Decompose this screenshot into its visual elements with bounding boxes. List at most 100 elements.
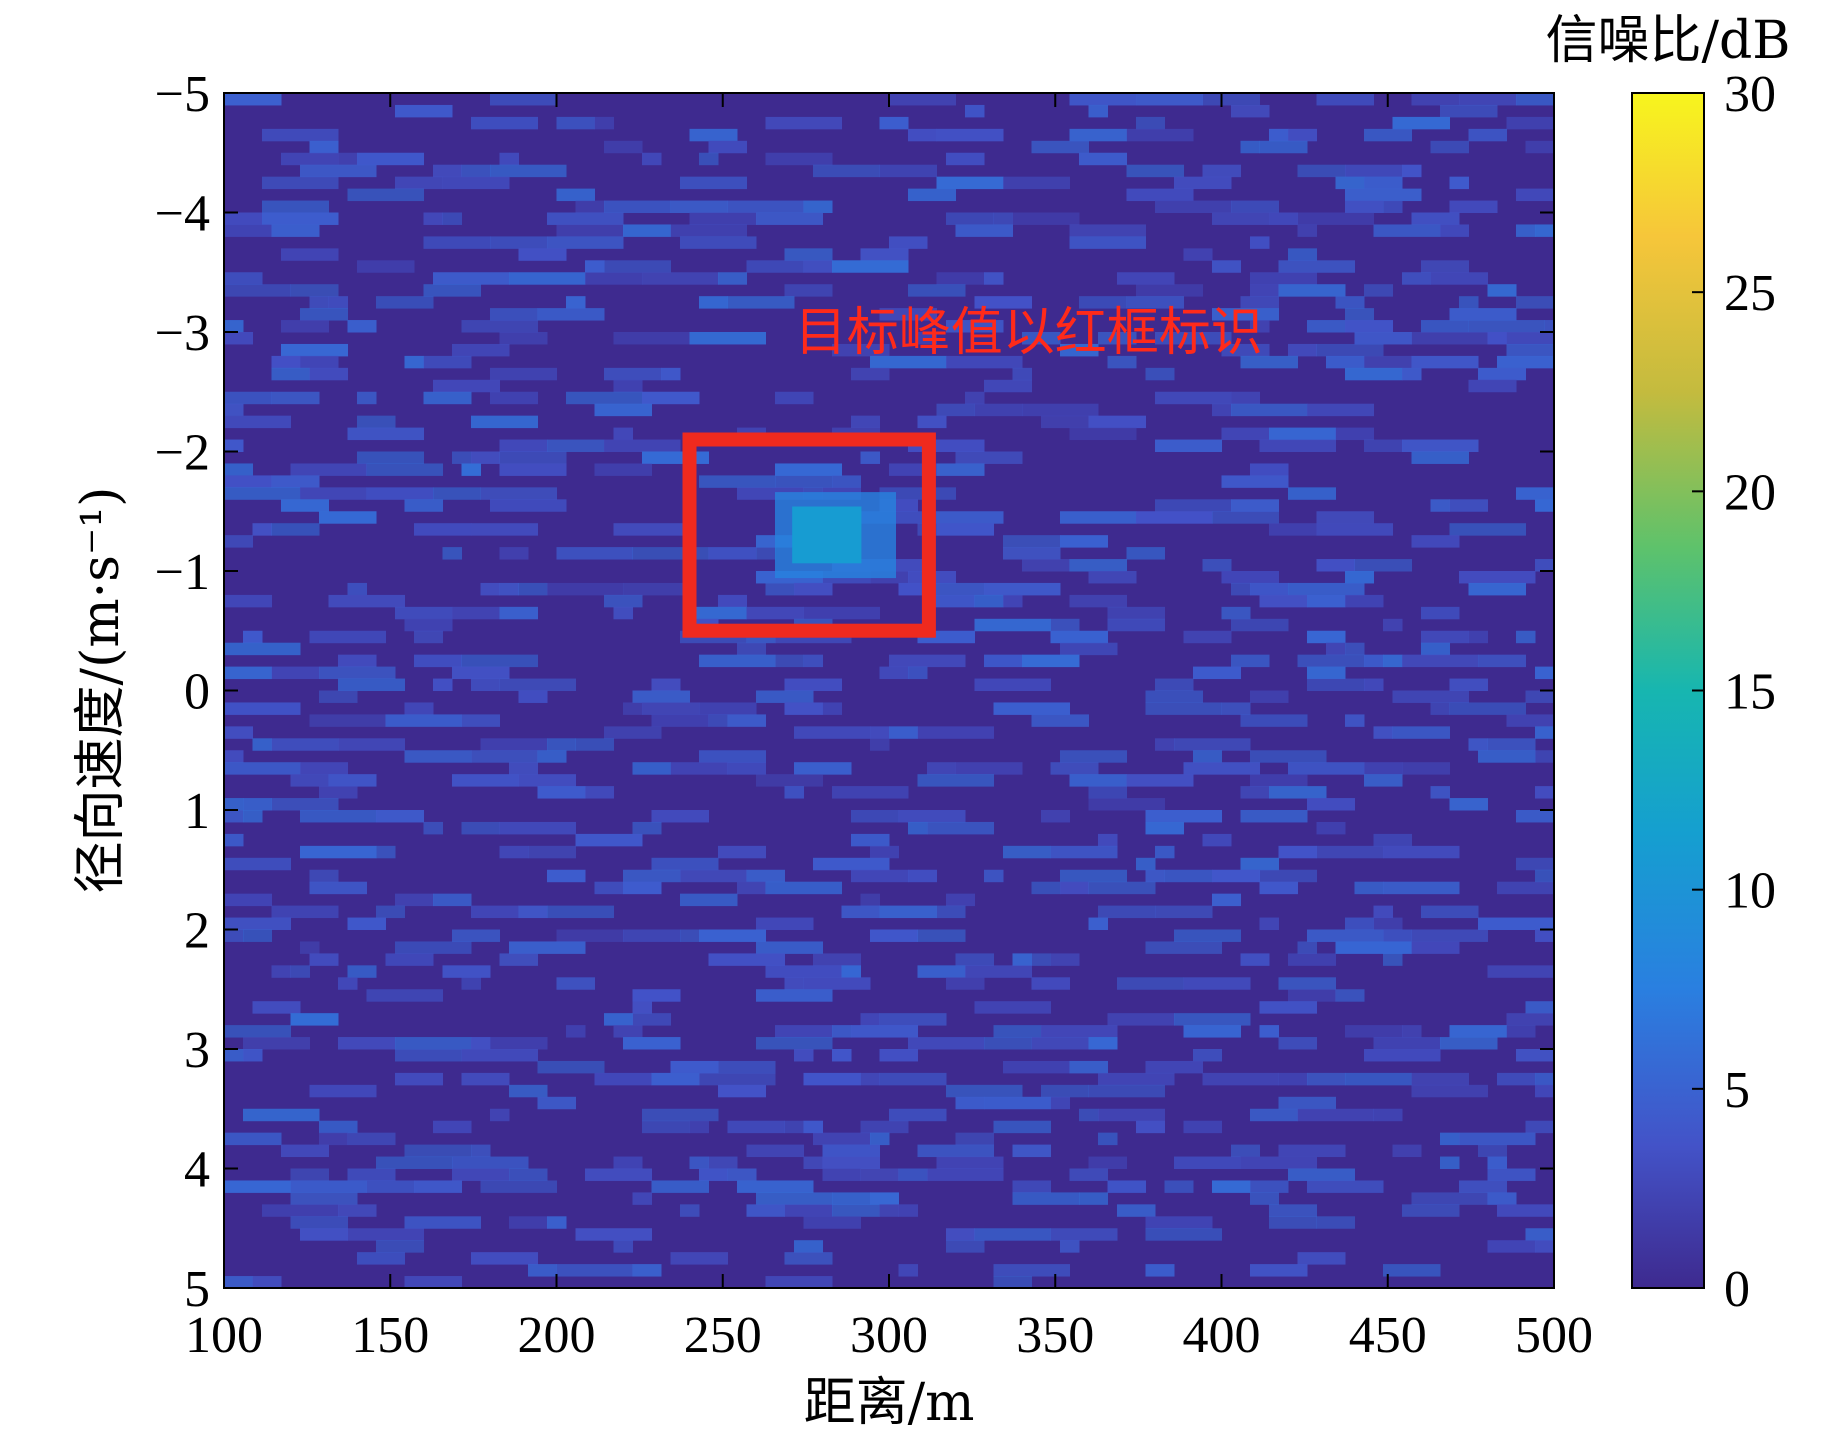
- heatmap-cell: [879, 905, 937, 919]
- heatmap-cell: [442, 965, 491, 978]
- heatmap-cell: [917, 415, 947, 429]
- heatmap-cell: [1478, 750, 1536, 763]
- heatmap-cell: [642, 272, 719, 285]
- heatmap-cell: [1240, 857, 1279, 871]
- heatmap-cell: [832, 786, 909, 799]
- heatmap-cell: [594, 881, 624, 895]
- heatmap-cell: [1012, 367, 1032, 381]
- heatmap-cell: [870, 929, 918, 942]
- heatmap-cell: [1060, 869, 1127, 883]
- heatmap-cell: [993, 1120, 1051, 1134]
- heatmap-cell: [1449, 499, 1488, 512]
- heatmap-cell: [775, 463, 842, 476]
- heatmap-cell: [1126, 128, 1194, 142]
- heatmap-cell: [1478, 654, 1526, 668]
- heatmap-cell: [404, 499, 443, 512]
- heatmap-cell: [1345, 164, 1403, 178]
- heatmap-cell: [984, 1037, 1032, 1050]
- heatmap-cell: [1326, 355, 1365, 369]
- heatmap-cell: [870, 355, 947, 369]
- heatmap-cell: [1221, 606, 1251, 620]
- heatmap-cell: [689, 332, 766, 345]
- heatmap-cell: [851, 833, 890, 847]
- heatmap-cell: [1468, 630, 1488, 644]
- heatmap-cell: [1060, 535, 1108, 548]
- heatmap-cell: [300, 164, 377, 178]
- heatmap-cell: [1430, 786, 1450, 799]
- heatmap-cell: [775, 475, 833, 488]
- heatmap-cell: [594, 463, 652, 476]
- heatmap-cell: [1497, 355, 1554, 369]
- heatmap-cell: [1183, 1120, 1222, 1134]
- heatmap-cell: [243, 1049, 263, 1062]
- heatmap-cell: [319, 690, 358, 703]
- heatmap-cell: [756, 547, 776, 560]
- heatmap-cell: [490, 236, 548, 249]
- heatmap-cell: [1345, 1025, 1403, 1038]
- heatmap-cell: [965, 965, 1032, 978]
- heatmap-cell: [1297, 212, 1374, 225]
- heatmap-cell: [452, 666, 510, 680]
- heatmap-cell: [1250, 1180, 1289, 1193]
- y-tick-label: −2: [155, 425, 210, 482]
- heatmap-cell: [642, 152, 662, 166]
- heatmap-cell: [1383, 654, 1403, 668]
- heatmap-cell: [556, 929, 624, 942]
- heatmap-cell: [224, 475, 272, 488]
- y-tick-label: 1: [184, 783, 210, 840]
- heatmap-cell: [547, 439, 605, 452]
- heatmap-cell: [756, 941, 823, 954]
- heatmap-cell: [879, 1072, 947, 1086]
- heatmap-cell: [699, 296, 728, 309]
- heatmap-cell: [347, 917, 386, 930]
- heatmap-cell: [366, 989, 443, 1002]
- heatmap-cell: [756, 1192, 833, 1205]
- heatmap-cell: [1288, 128, 1317, 142]
- heatmap-cell: [604, 367, 662, 381]
- heatmap-cell: [1041, 1084, 1089, 1098]
- heatmap-cell: [1449, 176, 1469, 190]
- y-tick-label: −1: [155, 544, 210, 601]
- heatmap-cell: [1297, 164, 1346, 178]
- heatmap-cell: [1535, 499, 1554, 512]
- heatmap-cell: [1345, 594, 1384, 608]
- heatmap-cell: [803, 1156, 823, 1169]
- heatmap-cell: [813, 953, 861, 966]
- heatmap-cell: [281, 248, 339, 261]
- heatmap-cell: [1202, 1072, 1279, 1086]
- heatmap-cell: [936, 176, 1004, 190]
- heatmap-cell: [556, 116, 595, 130]
- heatmap-cell: [290, 965, 310, 978]
- heatmap-cell: [442, 547, 462, 560]
- heatmap-cell: [1145, 1228, 1222, 1241]
- heatmap-cell: [1307, 403, 1374, 417]
- heatmap-cell: [1069, 594, 1127, 608]
- heatmap-cell: [423, 821, 443, 835]
- colorbar-label: 信噪比/dB: [1545, 11, 1790, 71]
- heatmap-cell: [300, 941, 320, 954]
- heatmap-cell: [547, 905, 614, 919]
- x-tick-label: 350: [1016, 1307, 1094, 1364]
- heatmap-cell: [651, 1180, 709, 1193]
- heatmap-cell: [1022, 559, 1070, 572]
- heatmap-cell: [1373, 726, 1393, 739]
- heatmap-cell: [1069, 774, 1127, 787]
- heatmap-cell: [784, 702, 823, 715]
- heatmap-cell: [385, 714, 462, 727]
- heatmap-cell: [518, 690, 548, 703]
- heatmap-cell: [452, 929, 500, 942]
- x-tick-label: 500: [1515, 1307, 1593, 1364]
- heatmap-cell: [832, 343, 890, 357]
- heatmap-cell: [860, 1120, 909, 1134]
- heatmap-cell: [471, 905, 519, 919]
- heatmap-cell: [613, 332, 690, 345]
- heatmap-cell: [1307, 798, 1355, 811]
- heatmap-cell: [480, 1180, 557, 1193]
- heatmap-cell: [651, 1072, 700, 1086]
- heatmap-cell: [271, 666, 320, 680]
- heatmap-cell: [1411, 941, 1460, 954]
- heatmap-cell: [889, 1108, 947, 1122]
- heatmap-cell: [243, 1108, 320, 1122]
- heatmap-cell: [1307, 594, 1346, 608]
- heatmap-cell: [1278, 977, 1336, 990]
